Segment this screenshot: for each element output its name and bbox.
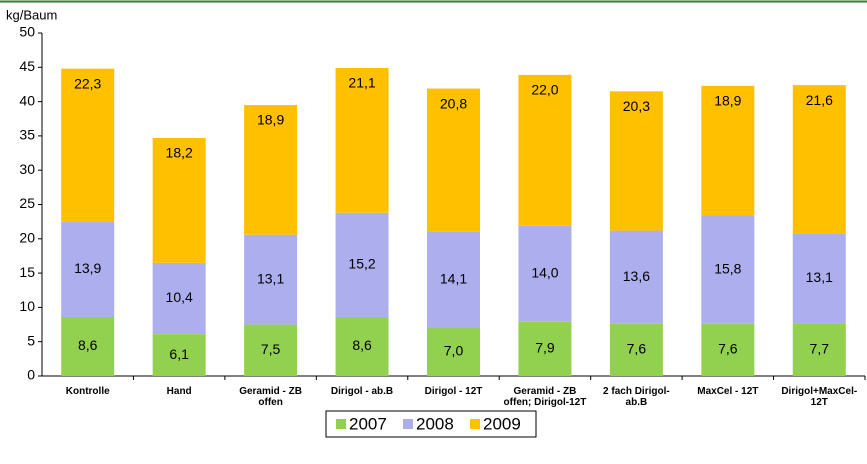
x-tick-label: 2 fach Dirigol-ab.B (603, 386, 670, 408)
y-tick-label: 45 (19, 58, 35, 74)
bar-segment (335, 212, 389, 318)
y-axis-title: kg/Baum (6, 7, 57, 22)
x-tick-label: Dirigol - ab.B (330, 386, 394, 397)
data-label: 20,3 (623, 98, 650, 114)
x-tick-label: Dirigol - 12T (424, 386, 483, 397)
bar-segment (792, 323, 846, 376)
y-tick-label: 0 (27, 367, 35, 383)
bar-segment (701, 323, 755, 376)
x-tick-label: Geramid - ZB offen; Dirigol-12T (503, 386, 587, 408)
bar-segment (335, 317, 389, 376)
x-tick-label: MaxCel - 12T (697, 386, 759, 397)
bar-segment (152, 137, 206, 263)
y-tick-label: 50 (19, 24, 35, 40)
data-label: 6,1 (169, 346, 189, 362)
legend-swatch (403, 419, 413, 429)
bar-segment (244, 105, 298, 235)
legend-box (325, 410, 537, 438)
data-label: 20,8 (440, 95, 467, 111)
data-label: 8,6 (78, 337, 98, 353)
bar-segment (609, 230, 663, 324)
legend-label: 2009 (483, 414, 521, 433)
data-label: 15,2 (348, 256, 375, 272)
y-tick-label: 15 (19, 264, 35, 280)
data-label: 15,8 (714, 260, 741, 276)
bar-segment (152, 262, 206, 335)
data-label: 22,0 (531, 82, 558, 98)
y-tick-label: 30 (19, 161, 35, 177)
y-tick-label: 20 (19, 230, 35, 246)
bar-segment (792, 233, 846, 324)
bar-segment (427, 327, 480, 376)
x-tick-label: Kontrolle (65, 386, 110, 397)
bar-segment (701, 85, 755, 216)
data-label: 7,0 (444, 343, 464, 359)
bar-segment (152, 334, 206, 376)
data-label: 8,6 (352, 337, 372, 353)
data-label: 13,1 (257, 270, 284, 286)
data-label: 18,9 (714, 93, 741, 109)
legend-swatch (336, 419, 346, 429)
data-label: 7,7 (810, 340, 830, 356)
y-tick-label: 35 (19, 127, 35, 143)
data-label: 18,9 (257, 112, 284, 128)
bar-segment (244, 324, 298, 376)
bar-segment (335, 67, 389, 213)
bar-segment (518, 321, 572, 376)
data-label: 13,1 (806, 269, 833, 285)
data-label: 7,6 (718, 341, 738, 357)
legend-swatch (470, 419, 480, 429)
data-label: 7,5 (261, 341, 281, 357)
y-tick-label: 5 (27, 332, 35, 348)
bar-segment (244, 234, 298, 325)
bar-segment (427, 88, 480, 232)
data-label: 14,1 (440, 270, 467, 286)
bar-segment (518, 225, 572, 322)
data-label: 21,1 (348, 75, 375, 91)
data-label: 22,3 (74, 75, 101, 91)
bar-segment (61, 68, 115, 222)
x-tick-label: Dirigol+MaxCel-12T (781, 386, 858, 408)
bar-segment (609, 91, 663, 231)
bar-segment (427, 231, 480, 328)
y-tick-label: 10 (19, 298, 35, 314)
data-label: 13,6 (623, 268, 650, 284)
data-label: 7,6 (627, 341, 647, 357)
data-label: 14,0 (531, 264, 558, 280)
bar-segment (792, 85, 846, 234)
data-label: 21,6 (806, 92, 833, 108)
y-tick-label: 40 (19, 92, 35, 108)
legend-label: 2008 (416, 414, 454, 433)
x-tick-label: Geramid - ZB offen (239, 386, 302, 408)
bar-segment (518, 74, 572, 226)
y-tick-label: 25 (19, 195, 35, 211)
x-tick-label: Hand (166, 386, 192, 397)
bar-segment (701, 215, 755, 324)
legend-label: 2007 (349, 414, 387, 433)
bar-segment (61, 221, 115, 318)
data-label: 13,9 (74, 260, 101, 276)
data-label: 18,2 (166, 145, 193, 161)
data-label: 10,4 (166, 289, 193, 305)
data-label: 7,9 (535, 340, 555, 356)
bar-segment (609, 323, 663, 376)
bar-segment (61, 317, 115, 376)
